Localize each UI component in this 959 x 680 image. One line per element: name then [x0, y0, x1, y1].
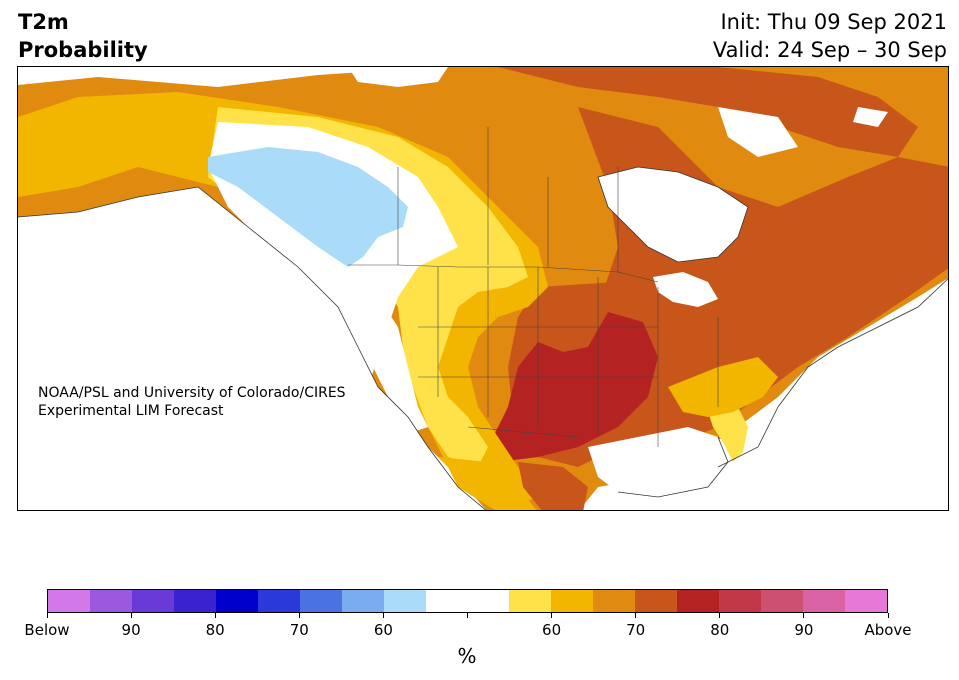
region-neutral-west-coast: [318, 267, 428, 432]
colorbar-segment: [803, 590, 846, 612]
colorbar-segment: [383, 590, 426, 612]
colorbar-segment: [131, 590, 174, 612]
colorbar-segment: [48, 590, 90, 612]
colorbar-segment: [593, 590, 636, 612]
colorbar-segment: [509, 590, 552, 612]
colorbar-tick: [382, 613, 384, 618]
colorbar-segment: [257, 590, 300, 612]
colorbar-tick: [214, 613, 216, 618]
map-title: T2m Probability: [18, 8, 148, 64]
pacific-ocean: [18, 187, 486, 510]
colorbar-segment: [89, 590, 132, 612]
colorbar-segment: [299, 590, 342, 612]
colorbar-segment: [761, 590, 804, 612]
colorbar-unit: %: [457, 644, 477, 668]
colorbar-tick-label: 80: [205, 621, 225, 639]
colorbar-tick: [635, 613, 637, 618]
coastlines: [18, 166, 948, 510]
florida: [708, 407, 748, 462]
colorbar-tick: [467, 613, 468, 618]
colorbar-segment: [467, 590, 510, 612]
colorbar-segment: [425, 590, 468, 612]
colorbar-segment: [677, 590, 720, 612]
colorbar-segment: [845, 590, 888, 612]
atlantic-ocean: [579, 278, 948, 510]
forecast-dates: Init: Thu 09 Sep 2021 Valid: 24 Sep – 30…: [713, 8, 947, 64]
region-darkorange-mexico: [518, 462, 588, 510]
colorbar-tick-label: 80: [710, 621, 730, 639]
credit-line-2: Experimental LIM Forecast: [38, 403, 224, 419]
forecast-credit: NOAA/PSL and University of Colorado/CIRE…: [38, 384, 346, 420]
region-darkorange-arctic: [498, 67, 918, 157]
probability-colorbar: [47, 589, 888, 613]
colorbar-tick-label: 90: [794, 621, 814, 639]
arctic-water-1: [348, 67, 448, 87]
colorbar-segment: [719, 590, 762, 612]
colorbar-segment: [341, 590, 384, 612]
colorbar-tick: [298, 613, 300, 618]
hudson-bay: [598, 167, 748, 262]
gulf-of-mexico: [588, 427, 728, 497]
arctic-water-2: [718, 107, 798, 157]
init-date: Init: Thu 09 Sep 2021: [720, 10, 947, 34]
colorbar-tick: [887, 613, 889, 618]
title-type: Probability: [18, 38, 148, 62]
colorbar-tick-label: 90: [121, 621, 141, 639]
colorbar-tick: [46, 613, 48, 618]
probability-map: [18, 67, 948, 510]
region-lightblue-cool: [208, 147, 408, 267]
colorbar-tick: [719, 613, 721, 618]
map-panel: [17, 66, 949, 511]
region-red-core: [493, 312, 658, 462]
colorbar-tick: [551, 613, 553, 618]
colorbar-segment: [635, 590, 678, 612]
colorbar-tick-label: 70: [289, 621, 309, 639]
region-gold-southeast: [668, 357, 778, 417]
great-lakes: [653, 272, 718, 307]
valid-date: Valid: 24 Sep – 30 Sep: [712, 38, 947, 62]
colorbar-tick-label: Above: [864, 621, 912, 639]
mexico: [438, 457, 537, 510]
colorbar-tick-label: 60: [542, 621, 562, 639]
colorbar-tick: [130, 613, 132, 618]
political-borders: [348, 127, 719, 447]
colorbar-segment: [215, 590, 258, 612]
colorbar-tick-label: Below: [24, 621, 70, 639]
colorbar-segment: [551, 590, 594, 612]
arctic-water-3: [853, 107, 888, 127]
colorbar-tick-label: 70: [626, 621, 646, 639]
colorbar-tick: [803, 613, 805, 618]
colorbar-segment: [173, 590, 216, 612]
colorbar-tick-label: 60: [373, 621, 393, 639]
title-variable: T2m: [18, 10, 69, 34]
credit-line-1: NOAA/PSL and University of Colorado/CIRE…: [38, 385, 346, 401]
